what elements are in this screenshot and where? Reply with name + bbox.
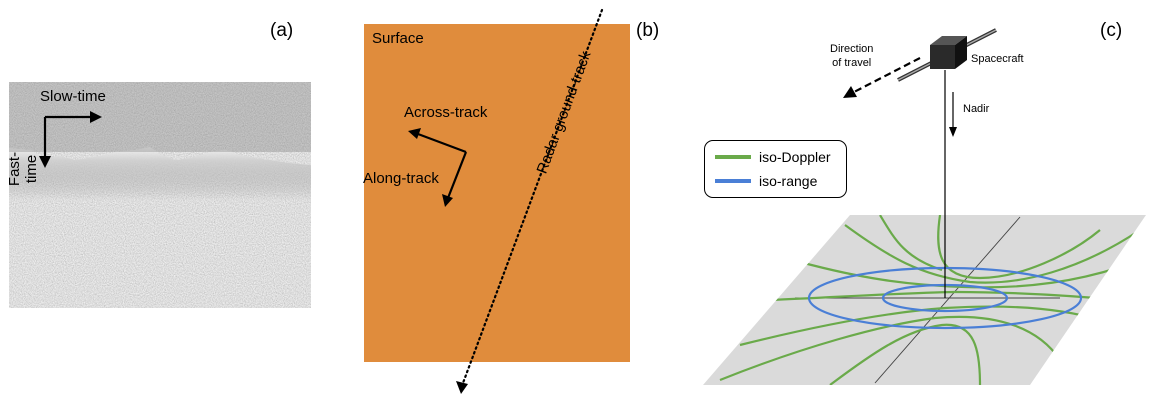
surface-figure: [364, 8, 630, 394]
spacecraft-label: Spacecraft: [971, 53, 1024, 65]
direction-of-travel-arrowhead: [843, 86, 857, 98]
nadir-arrowhead: [949, 127, 957, 137]
surface-plane: [364, 24, 630, 362]
ground-plane: [703, 215, 1146, 385]
along-track-label: Along-track: [363, 170, 439, 187]
legend: iso-Doppler iso-range: [704, 140, 847, 198]
slow-time-arrowhead: [90, 111, 102, 123]
legend-item-iso-range: iso-range: [715, 171, 817, 191]
across-track-arrow: [417, 132, 467, 154]
panel-b: (b) Surface Across-track Along-track Rad…: [330, 0, 680, 396]
direction-of-travel-line2: of travel: [832, 57, 872, 69]
slow-fast-time-axes: [43, 115, 92, 160]
direction-of-travel-label: Direction of travel: [830, 42, 873, 70]
surface-echo: [9, 147, 311, 200]
legend-swatch-green: [715, 155, 751, 159]
panel-b-label: (b): [636, 20, 660, 41]
spacecraft-body: [930, 36, 967, 69]
across-track-arrowhead: [408, 128, 421, 139]
panel-a: (a): [0, 0, 330, 396]
along-track-arrowhead: [442, 194, 453, 207]
slow-time-label: Slow-time: [40, 88, 106, 105]
legend-swatch-blue: [715, 179, 751, 183]
surface-label: Surface: [372, 30, 424, 47]
fast-time-label: Fast-time: [6, 151, 40, 187]
spacecraft-figure: [703, 28, 1146, 385]
across-track-label: Across-track: [404, 104, 488, 121]
direction-of-travel-arrow: [853, 57, 921, 93]
direction-of-travel-line1: Direction: [830, 43, 874, 55]
radargram-figure: [9, 82, 311, 308]
panel-a-label: (a): [270, 20, 294, 41]
panel-c-label: (c): [1100, 20, 1123, 41]
along-track-arrow: [446, 151, 468, 199]
panel-c: (c) Direction of travel Spacecraft Nadir…: [680, 0, 1156, 396]
legend-item-iso-doppler: iso-Doppler: [715, 147, 831, 167]
nadir-label: Nadir: [963, 103, 990, 115]
legend-label-iso-doppler: iso-Doppler: [759, 149, 831, 165]
plane-axes: [795, 216, 1060, 384]
ground-track-line: [461, 8, 604, 385]
legend-label-iso-range: iso-range: [759, 173, 818, 189]
ground-track-arrowhead: [456, 381, 468, 394]
fast-time-arrowhead: [39, 156, 51, 168]
